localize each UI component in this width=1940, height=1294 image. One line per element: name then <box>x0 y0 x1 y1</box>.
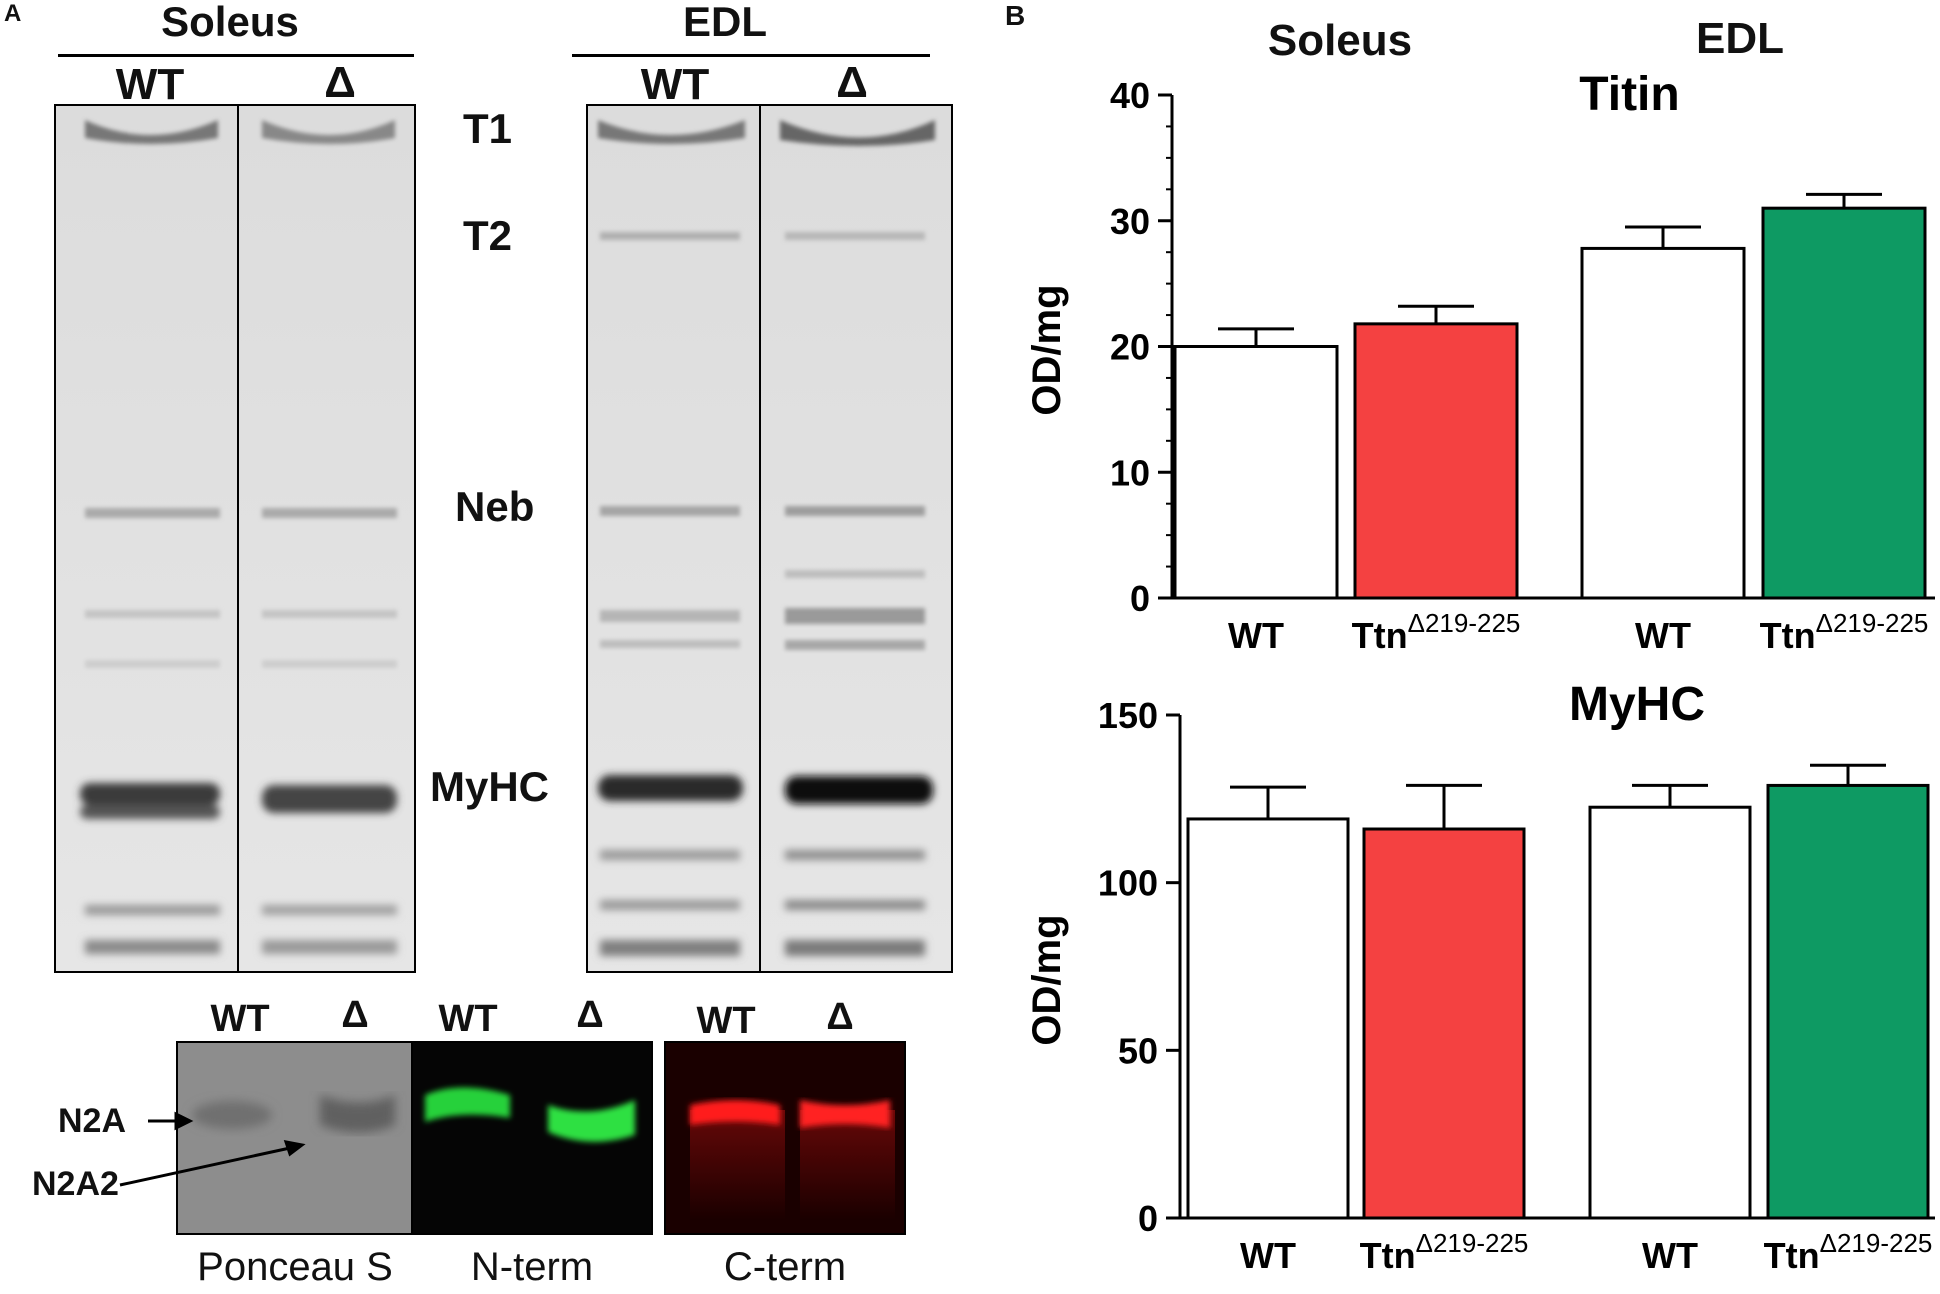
wb-caption-ponceau: Ponceau S <box>197 1245 393 1289</box>
band-label-neb: Neb <box>455 483 535 530</box>
wb-lane-label-4: Δ <box>576 994 604 1036</box>
myhc-y-axis-label: OD/mg <box>1025 914 1069 1045</box>
titin-bar-1 <box>1173 345 1339 600</box>
titin-y-tick-label: 20 <box>1110 327 1150 368</box>
titin-y-axis-label: OD/mg <box>1025 284 1069 415</box>
panel-b-charts: Titin OD/mg 0 10 20 30 40 WT TtnΔ219-225 WT TtnΔ21… <box>1025 68 1935 1276</box>
wb-lane-label-6: Δ <box>826 996 854 1038</box>
myhc-bar-1 <box>1186 817 1350 1220</box>
myhc-y-tick-label: 50 <box>1118 1030 1158 1071</box>
wb-lane-label-2: Δ <box>341 994 369 1036</box>
wb-lane-label-1: WT <box>210 998 270 1040</box>
myhc-y-tick-label: 150 <box>1098 695 1158 736</box>
myhc-bar-4 <box>1766 783 1930 1220</box>
myhc-chart-title: MyHC <box>1569 678 1705 731</box>
wb-caption-n-term: N-term <box>470 1245 594 1289</box>
titin-y-tick-label: 10 <box>1110 452 1150 493</box>
soleus-lane-delta-label: Δ <box>324 58 356 107</box>
group-title-soleus: Soleus <box>1267 16 1413 65</box>
titin-category-label-3: WT <box>1635 615 1691 656</box>
wb-marker-n2a: N2A <box>58 1102 127 1140</box>
edl-gel-title: EDL <box>683 0 767 45</box>
band-label-t1: T1 <box>463 105 513 152</box>
myhc-category-label-2: TtnΔ219-225 <box>1360 1228 1529 1276</box>
soleus-gel <box>54 104 416 973</box>
wb-lane-label-5: WT <box>696 1000 756 1042</box>
edl-lane-delta-label: Δ <box>836 58 868 107</box>
wb-lane-label-3: WT <box>438 998 498 1040</box>
myhc-category-label-1: WT <box>1240 1235 1296 1276</box>
soleus-gel-title: Soleus <box>161 0 299 45</box>
group-title-edl: EDL <box>1696 14 1784 63</box>
titin-bar-4 <box>1761 206 1927 600</box>
edl-header-rule <box>572 54 930 57</box>
myhc-y-tick-label: 100 <box>1098 863 1158 904</box>
titin-y-tick-label: 30 <box>1110 201 1150 242</box>
band-label-myhc: MyHC <box>430 763 550 810</box>
myhc-bar-3 <box>1588 805 1752 1220</box>
soleus-header-rule <box>58 54 414 57</box>
titin-category-label-2: TtnΔ219-225 <box>1352 608 1521 656</box>
titin-category-label-1: WT <box>1228 615 1284 656</box>
c-term-blot <box>664 1041 906 1235</box>
panel-b-label: B <box>1005 0 1026 31</box>
n-term-blot <box>411 1041 653 1235</box>
edl-lane-wt-label: WT <box>640 60 710 109</box>
band-label-t2: T2 <box>463 212 513 259</box>
myhc-y-tick-label: 0 <box>1138 1198 1158 1239</box>
wb-arrows <box>119 1111 306 1187</box>
titin-y-tick-label: 0 <box>1130 578 1150 619</box>
titin-bar-2 <box>1353 322 1519 600</box>
titin-category-label-4: TtnΔ219-225 <box>1760 608 1929 656</box>
titin-bar-3 <box>1580 246 1746 600</box>
myhc-category-label-4: TtnΔ219-225 <box>1764 1228 1933 1276</box>
edl-gel <box>586 104 953 973</box>
myhc-bar-2 <box>1362 827 1526 1220</box>
panel-a-label: A <box>4 0 22 27</box>
wb-caption-c-term: C-term <box>723 1245 847 1289</box>
titin-chart-title: Titin <box>1579 68 1679 121</box>
wb-marker-n2a2: N2A2 <box>32 1165 119 1203</box>
myhc-category-label-3: WT <box>1642 1235 1698 1276</box>
western-blot-images <box>119 1041 906 1235</box>
titin-y-tick-label: 40 <box>1110 75 1150 116</box>
soleus-lane-wt-label: WT <box>115 60 185 109</box>
gel-images <box>54 104 953 973</box>
ponceau-blot <box>176 1041 413 1235</box>
